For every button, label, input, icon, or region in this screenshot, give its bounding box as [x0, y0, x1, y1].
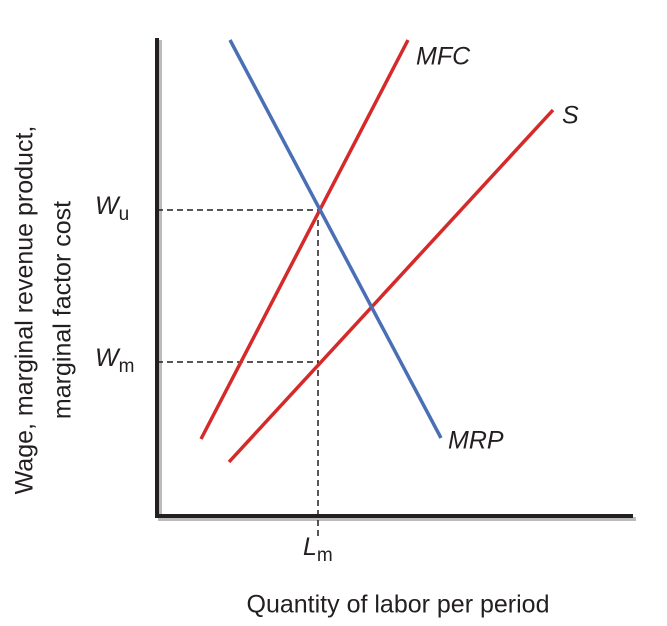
curve-label: S	[562, 102, 579, 130]
y-axis-title: Wage, marginal revenue product, marginal…	[11, 126, 77, 495]
curve-label: MRP	[448, 427, 504, 455]
wage-label: Wm	[95, 344, 134, 377]
wage-label: Wu	[95, 192, 129, 225]
supply-curve	[227, 108, 555, 464]
quantity-label: Lm	[303, 533, 333, 566]
y-axis-title-line: Wage, marginal revenue product,	[11, 126, 39, 495]
curve-label: MFC	[416, 43, 471, 71]
mrp-curve	[228, 39, 443, 439]
x-axis-title: Quantity of labor per period	[247, 591, 550, 619]
y-axis-title-line: marginal factor cost	[49, 201, 77, 419]
axes	[155, 38, 633, 518]
axis-shadow	[158, 40, 636, 521]
mfc-curve	[199, 39, 410, 440]
